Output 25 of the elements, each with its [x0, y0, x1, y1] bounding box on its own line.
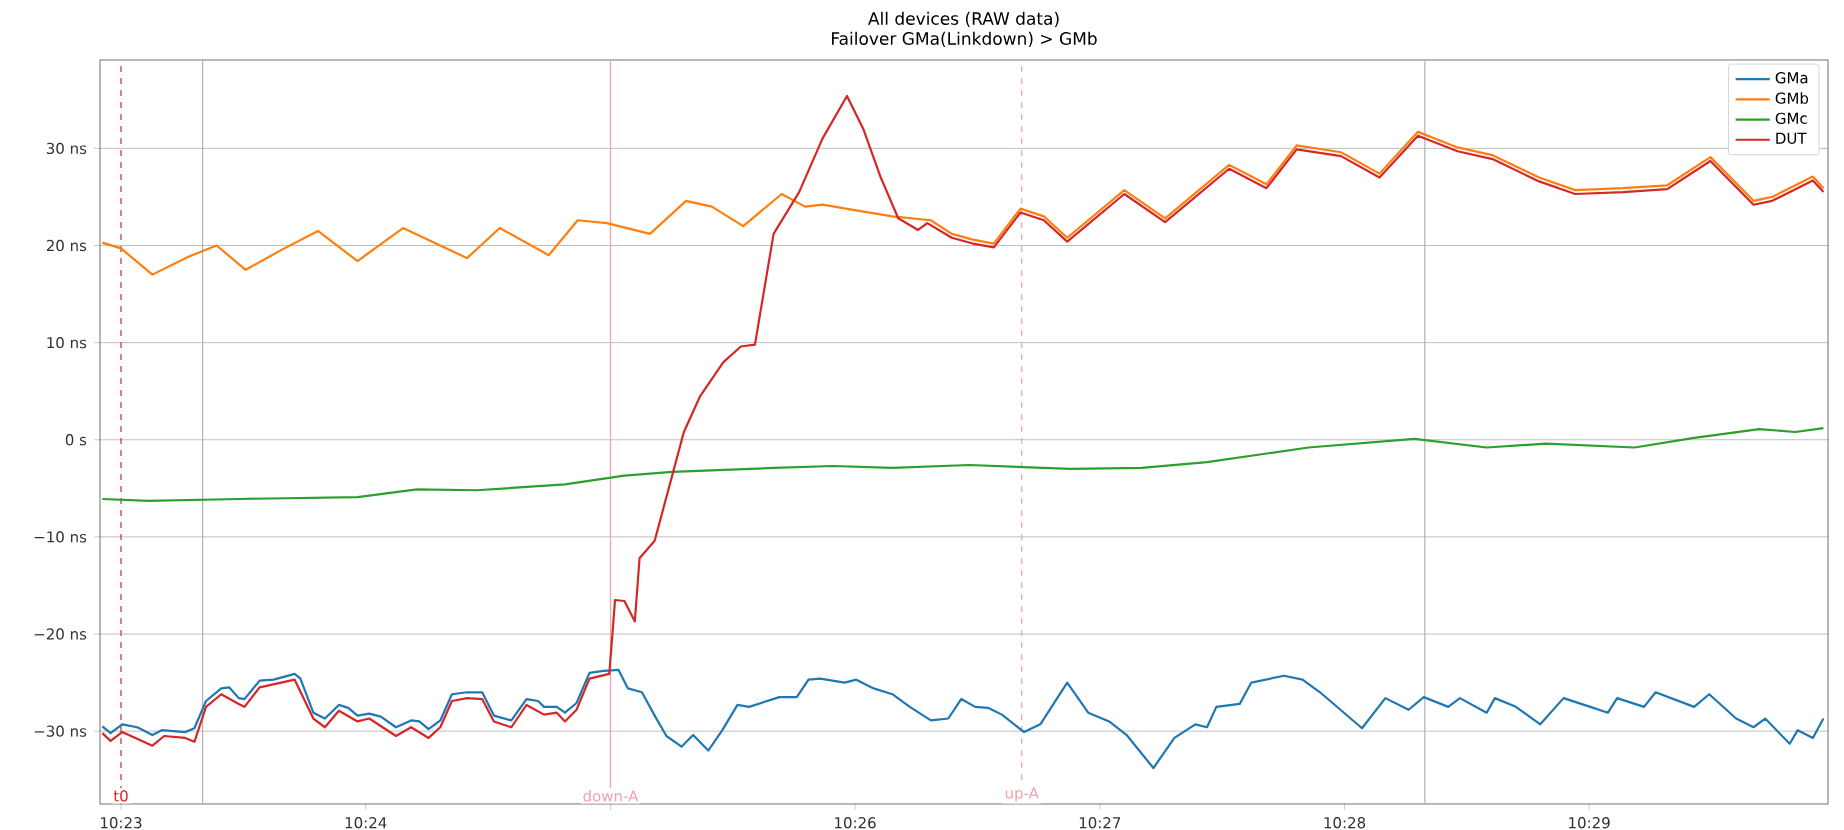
y-tick-label: 10 ns [47, 336, 87, 349]
y-tick-label: −20 ns [34, 628, 87, 640]
x-tick-label: 10:23 [101, 817, 142, 829]
ref-line-label: t0 [113, 790, 128, 802]
ref-line-label: up-A [1005, 787, 1039, 802]
chart-title: All devices (RAW data) [868, 11, 1059, 27]
x-tick-label: 10:24 [345, 817, 387, 829]
y-tick-label: −30 ns [34, 725, 87, 737]
x-tick-label: 10:27 [1079, 817, 1121, 829]
legend-label: DUT [1776, 132, 1807, 144]
legend-label: GMb [1775, 92, 1809, 104]
x-tick-label: 10:26 [835, 817, 876, 829]
y-tick-label: 30 ns [46, 142, 87, 155]
legend-label: GMc [1775, 112, 1807, 124]
line-series [101, 130, 1825, 276]
chart-subtitle: Failover GMa(Linkdown) > GMb [832, 31, 1097, 47]
legend-label: GMa [1775, 72, 1808, 84]
line-series [101, 668, 1825, 770]
y-tick-label: 0 s [65, 434, 87, 446]
x-tick-label: 10:29 [1569, 817, 1610, 829]
y-tick-label: −10 ns [34, 531, 87, 543]
line-series [101, 427, 1825, 503]
x-tick-label: 10:28 [1324, 817, 1366, 829]
ref-line-label: down-A [583, 789, 639, 802]
y-tick-label: 20 ns [46, 239, 87, 252]
